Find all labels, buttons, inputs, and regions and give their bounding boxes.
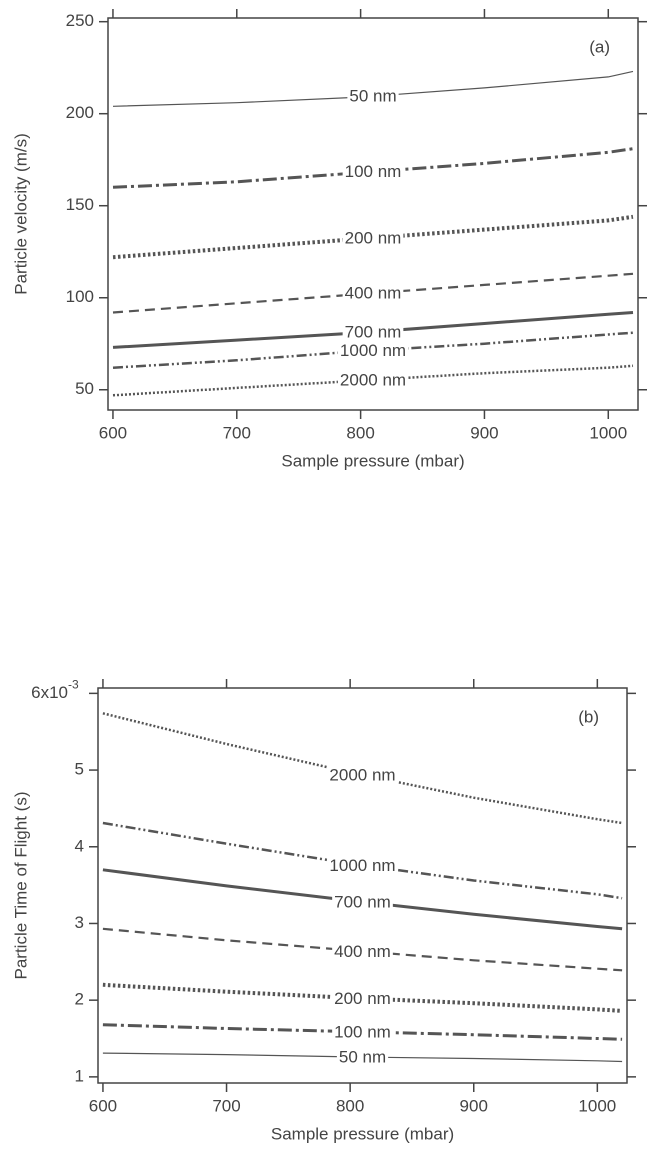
series-line: [102, 1023, 623, 1041]
y-tick-label: 3: [75, 913, 84, 932]
series-label: 50 nm: [339, 1048, 386, 1067]
y-tick-exponent: -3: [68, 678, 79, 692]
x-tick-label: 900: [470, 423, 498, 442]
x-tick-label: 1000: [589, 423, 627, 442]
y-tick-label: 5: [75, 760, 84, 779]
series-line: [112, 70, 634, 107]
label-background: [337, 340, 409, 361]
series-label: 2000 nm: [340, 370, 406, 389]
x-tick-label: 600: [89, 1096, 117, 1115]
plot-frame: [107, 17, 639, 411]
series-label: 100 nm: [334, 1022, 391, 1041]
label-background: [332, 891, 393, 912]
series-line: [112, 364, 634, 397]
x-tick-label: 700: [223, 423, 251, 442]
x-tick-label: 900: [460, 1096, 488, 1115]
series-line: [102, 712, 623, 825]
series-line: [112, 214, 634, 260]
y-tick-label: 100: [66, 287, 94, 306]
series-label: 400 nm: [334, 942, 391, 961]
series-label: 200 nm: [334, 989, 391, 1008]
plot-frame: [97, 687, 628, 1084]
series-label: 100 nm: [345, 162, 402, 181]
x-tick-label: 600: [99, 423, 127, 442]
label-background: [342, 321, 404, 342]
y-tick-label: 150: [66, 195, 94, 214]
series-line: [112, 272, 634, 314]
series-line: [102, 927, 623, 972]
y-tick-label: 200: [66, 103, 94, 122]
series-line: [112, 147, 634, 189]
label-background: [342, 227, 404, 248]
y-axis-title: Particle velocity (m/s): [11, 133, 30, 295]
y-tick-label: 1: [75, 1066, 84, 1085]
y-axis-title: Particle Time of Flight (s): [11, 792, 30, 980]
x-tick-label: 800: [346, 423, 374, 442]
label-background: [342, 161, 404, 182]
y-tick-label: 4: [75, 836, 84, 855]
x-axis-title: Sample pressure (mbar): [271, 1124, 454, 1143]
series-label: 2000 nm: [329, 765, 395, 784]
label-background: [347, 86, 399, 107]
x-tick-label: 1000: [578, 1096, 616, 1115]
series-label: 200 nm: [345, 228, 402, 247]
x-tick-label: 800: [336, 1096, 364, 1115]
label-background: [327, 764, 398, 785]
label-background: [332, 988, 393, 1009]
label-background: [327, 855, 398, 876]
label-background: [342, 283, 404, 304]
y-tick-label: 250: [66, 11, 94, 30]
series-label: 50 nm: [349, 87, 396, 106]
series-line: [102, 1052, 623, 1063]
series-label: 700 nm: [345, 322, 402, 341]
y-tick-label: 6x10: [31, 683, 68, 702]
series-label: 700 nm: [334, 892, 391, 911]
series-line: [112, 311, 634, 349]
label-background: [336, 1047, 389, 1068]
label-background: [337, 369, 409, 390]
y-tick-label: 2: [75, 990, 84, 1009]
series-label: 1000 nm: [340, 341, 406, 360]
label-background: [332, 1021, 393, 1042]
label-background: [332, 941, 393, 962]
series-line: [102, 868, 623, 931]
panel-annotation: (b): [578, 707, 599, 726]
y-tick-label: 50: [75, 379, 94, 398]
x-tick-label: 700: [212, 1096, 240, 1115]
panel-annotation: (a): [589, 37, 610, 56]
series-label: 400 nm: [345, 284, 402, 303]
series-label: 1000 nm: [329, 856, 395, 875]
series-line: [102, 821, 623, 900]
x-axis-title: Sample pressure (mbar): [281, 451, 464, 470]
